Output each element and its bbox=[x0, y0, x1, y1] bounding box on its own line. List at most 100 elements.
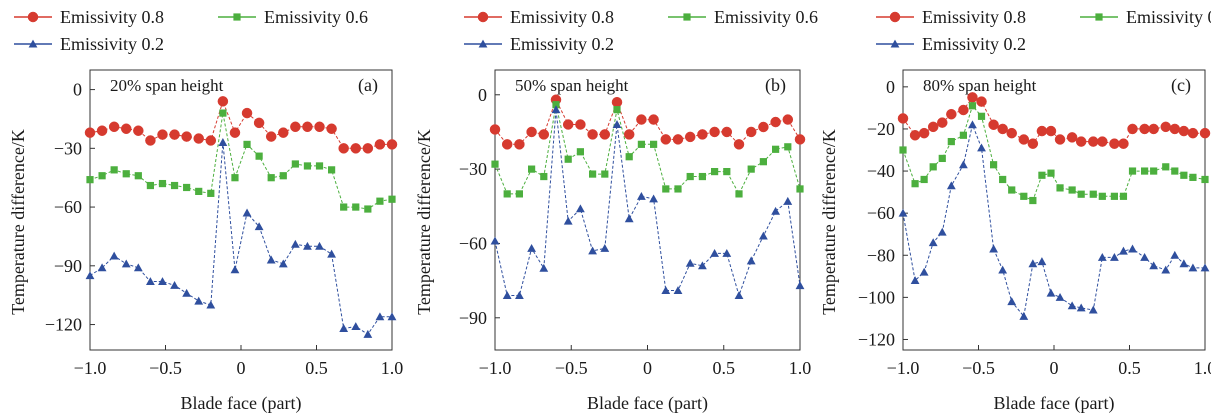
data-point bbox=[613, 106, 621, 114]
panel-c: Emissivity 0.8 Emissivity 0.6 Emissivity 0… bbox=[819, 7, 1211, 414]
data-point bbox=[551, 105, 561, 114]
data-point bbox=[122, 170, 130, 178]
data-point bbox=[491, 160, 499, 168]
data-point bbox=[302, 121, 313, 133]
data-point bbox=[1162, 163, 1170, 171]
legend-item-2: Emissivity 0.6 bbox=[218, 7, 368, 27]
data-point bbox=[946, 181, 956, 190]
x-tick-label: −1.0 bbox=[887, 358, 920, 378]
data-point bbox=[770, 116, 781, 128]
series-line bbox=[494, 104, 801, 195]
data-point bbox=[265, 131, 277, 142]
data-point bbox=[589, 170, 597, 178]
data-point bbox=[170, 181, 179, 190]
data-point bbox=[339, 324, 349, 332]
data-point bbox=[649, 194, 658, 203]
series-line bbox=[902, 96, 1205, 145]
data-point bbox=[1046, 288, 1056, 297]
legend-item-3: Emissivity 0.2 bbox=[14, 34, 164, 54]
data-point bbox=[1045, 125, 1057, 137]
data-point bbox=[218, 138, 228, 146]
data-point bbox=[1088, 305, 1098, 314]
data-point bbox=[686, 172, 694, 181]
data-point bbox=[158, 277, 167, 285]
data-point bbox=[660, 134, 672, 145]
y-tick-label: −60 bbox=[54, 197, 82, 217]
legend-item-3: Emissivity 0.2 bbox=[464, 34, 614, 54]
data-point bbox=[759, 231, 768, 240]
data-point bbox=[539, 263, 549, 272]
x-tick-label: −1.0 bbox=[74, 358, 107, 378]
data-point bbox=[611, 96, 623, 108]
data-point bbox=[734, 291, 744, 300]
series-triangle bbox=[898, 120, 1210, 320]
y-tick-label: −40 bbox=[867, 161, 895, 181]
data-point bbox=[254, 222, 264, 231]
data-point bbox=[783, 196, 793, 205]
series-line bbox=[89, 99, 392, 149]
x-tick-label: 1.0 bbox=[381, 358, 404, 378]
data-point bbox=[967, 92, 978, 103]
legend-marker bbox=[478, 39, 488, 48]
data-point bbox=[624, 214, 634, 223]
x-axis-label: Blade face (part) bbox=[181, 393, 302, 414]
data-point bbox=[352, 203, 360, 211]
data-point bbox=[929, 163, 937, 171]
data-point bbox=[84, 127, 96, 138]
data-point bbox=[977, 143, 986, 152]
data-point bbox=[1127, 123, 1138, 135]
data-point bbox=[1199, 127, 1211, 139]
data-point bbox=[146, 181, 154, 190]
data-point bbox=[133, 125, 144, 136]
data-point bbox=[538, 129, 550, 140]
data-point bbox=[1076, 303, 1086, 312]
y-tick-label: 0 bbox=[886, 77, 895, 97]
x-tick-label: 0.5 bbox=[305, 358, 328, 378]
data-point bbox=[528, 165, 536, 173]
data-point bbox=[898, 208, 908, 217]
y-tick-label: −20 bbox=[867, 119, 895, 139]
legend-label: Emissivity 0.8 bbox=[60, 7, 164, 27]
legend-label: Emissivity 0.8 bbox=[922, 7, 1026, 27]
data-point bbox=[120, 123, 132, 134]
data-point bbox=[1118, 138, 1129, 149]
data-point bbox=[363, 329, 373, 338]
data-point bbox=[1067, 301, 1077, 310]
x-tick-label: 1.0 bbox=[789, 358, 812, 378]
data-point bbox=[158, 179, 167, 188]
data-point bbox=[241, 107, 253, 119]
data-point bbox=[388, 195, 396, 203]
data-point bbox=[255, 152, 263, 160]
legend-marker bbox=[477, 11, 489, 23]
data-point bbox=[1097, 136, 1108, 147]
data-point bbox=[1178, 125, 1190, 137]
data-point bbox=[576, 148, 584, 156]
data-point bbox=[990, 161, 998, 169]
data-point bbox=[1075, 136, 1087, 147]
legend-label: Emissivity 0.6 bbox=[1126, 7, 1211, 27]
data-point bbox=[976, 96, 987, 107]
data-point bbox=[938, 154, 946, 163]
data-point bbox=[338, 143, 349, 154]
data-point bbox=[386, 139, 398, 150]
span-height-annotation: 80% span height bbox=[923, 76, 1037, 95]
data-point bbox=[1019, 311, 1029, 320]
data-point bbox=[1020, 192, 1028, 200]
data-point bbox=[229, 127, 241, 138]
data-point bbox=[564, 155, 572, 163]
data-point bbox=[206, 300, 216, 309]
data-point bbox=[697, 129, 708, 140]
data-point bbox=[86, 176, 94, 184]
data-point bbox=[315, 241, 324, 250]
data-point bbox=[1119, 192, 1128, 200]
data-point bbox=[698, 261, 707, 270]
legend-item-3: Emissivity 0.2 bbox=[876, 34, 1026, 54]
data-point bbox=[899, 146, 907, 154]
data-point bbox=[723, 167, 731, 176]
data-point bbox=[207, 189, 215, 197]
legend-item-1: Emissivity 0.8 bbox=[876, 7, 1026, 27]
data-point bbox=[1088, 136, 1099, 147]
legend-item-1: Emissivity 0.8 bbox=[464, 7, 614, 27]
